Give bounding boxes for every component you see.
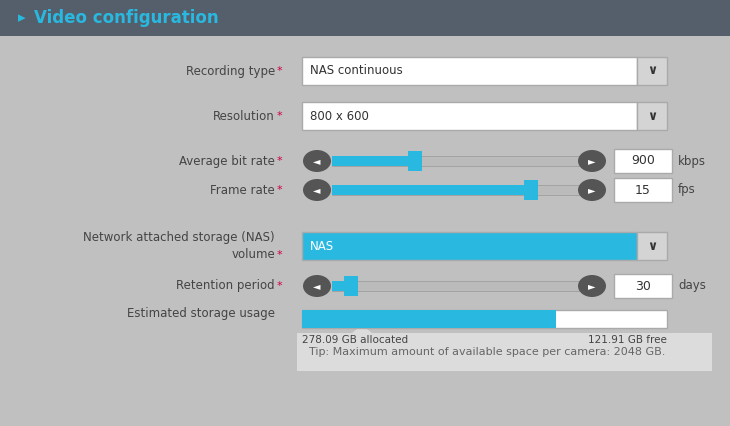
Bar <box>524 180 538 200</box>
Text: Average bit rate: Average bit rate <box>179 155 275 167</box>
Text: *: * <box>277 250 283 260</box>
Bar <box>302 310 667 328</box>
Text: 800 x 600: 800 x 600 <box>310 109 369 123</box>
Bar <box>332 185 584 195</box>
Text: 278.09 GB allocated: 278.09 GB allocated <box>302 335 408 345</box>
Text: ◄: ◄ <box>313 281 320 291</box>
Ellipse shape <box>578 275 606 297</box>
Text: ◄: ◄ <box>313 185 320 195</box>
Text: *: * <box>277 156 283 166</box>
Text: kbps: kbps <box>678 155 706 167</box>
Bar <box>332 156 584 166</box>
Text: Video configuration: Video configuration <box>34 9 218 27</box>
Text: 121.91 GB free: 121.91 GB free <box>588 335 667 345</box>
Text: days: days <box>678 279 706 293</box>
Polygon shape <box>352 325 372 333</box>
Bar <box>332 281 584 291</box>
Ellipse shape <box>303 275 331 297</box>
Bar <box>302 232 637 260</box>
Text: fps: fps <box>678 184 696 196</box>
Bar <box>332 156 415 166</box>
Text: Recording type: Recording type <box>185 64 275 78</box>
Bar <box>408 151 422 171</box>
Bar <box>637 57 667 85</box>
Text: *: * <box>277 185 283 195</box>
Text: ►: ► <box>588 281 596 291</box>
Text: ►: ► <box>588 156 596 166</box>
Text: Estimated storage usage: Estimated storage usage <box>127 306 275 320</box>
Text: ►: ► <box>588 185 596 195</box>
Ellipse shape <box>578 179 606 201</box>
Bar <box>332 185 531 195</box>
Bar <box>614 274 672 298</box>
Text: Resolution: Resolution <box>213 109 275 123</box>
Ellipse shape <box>303 150 331 172</box>
Text: Network attached storage (NAS): Network attached storage (NAS) <box>83 230 275 244</box>
Text: Frame rate: Frame rate <box>210 184 275 196</box>
Ellipse shape <box>578 150 606 172</box>
Bar <box>0 0 730 36</box>
Text: 900: 900 <box>631 155 655 167</box>
Text: 30: 30 <box>635 279 651 293</box>
Bar <box>302 310 556 328</box>
Text: ∨: ∨ <box>647 109 657 123</box>
Bar <box>332 281 351 291</box>
Bar <box>302 57 637 85</box>
Bar <box>302 102 637 130</box>
Text: NAS continuous: NAS continuous <box>310 64 403 78</box>
Text: ▸: ▸ <box>18 11 26 26</box>
Text: *: * <box>277 66 283 76</box>
Bar <box>614 149 672 173</box>
Text: Retention period: Retention period <box>177 279 275 293</box>
Text: ∨: ∨ <box>647 239 657 253</box>
Text: volume: volume <box>231 248 275 262</box>
Text: Tip: Maximum amount of available space per camera: 2048 GB.: Tip: Maximum amount of available space p… <box>309 347 665 357</box>
Text: ∨: ∨ <box>647 64 657 78</box>
Text: 15: 15 <box>635 184 651 196</box>
Bar <box>297 333 712 371</box>
Bar <box>344 276 358 296</box>
Bar <box>637 232 667 260</box>
Bar <box>637 102 667 130</box>
Text: ◄: ◄ <box>313 156 320 166</box>
Bar <box>614 178 672 202</box>
Text: *: * <box>277 111 283 121</box>
Ellipse shape <box>303 179 331 201</box>
Text: *: * <box>277 281 283 291</box>
Text: NAS: NAS <box>310 239 334 253</box>
